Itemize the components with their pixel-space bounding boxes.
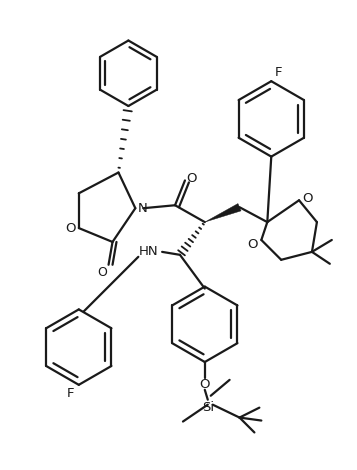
- Text: HN: HN: [139, 245, 158, 258]
- Text: Si: Si: [202, 401, 214, 414]
- Text: O: O: [98, 266, 107, 279]
- Polygon shape: [205, 204, 241, 222]
- Text: O: O: [66, 221, 76, 235]
- Text: O: O: [247, 238, 258, 251]
- Text: N: N: [137, 202, 147, 215]
- Text: O: O: [200, 378, 210, 392]
- Text: F: F: [67, 387, 75, 400]
- Text: O: O: [303, 192, 313, 205]
- Text: O: O: [187, 172, 197, 185]
- Text: F: F: [275, 66, 282, 79]
